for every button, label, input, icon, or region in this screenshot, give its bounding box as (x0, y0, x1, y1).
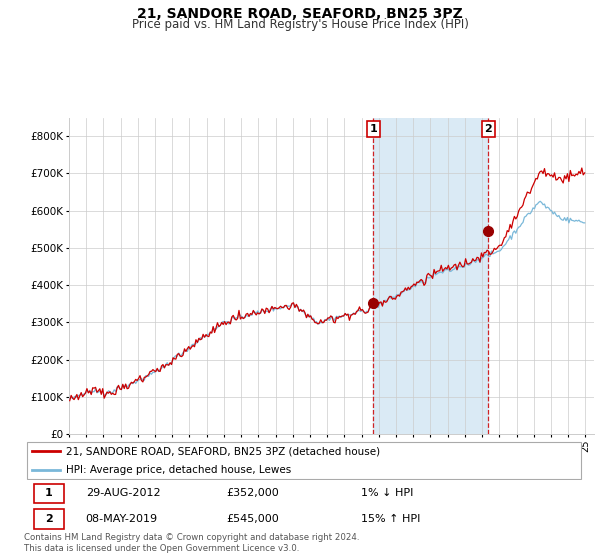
Text: HPI: Average price, detached house, Lewes: HPI: Average price, detached house, Lewe… (66, 465, 292, 474)
Text: 2: 2 (45, 514, 53, 524)
Text: 29-AUG-2012: 29-AUG-2012 (86, 488, 160, 498)
Text: 1: 1 (45, 488, 53, 498)
Text: Contains HM Land Registry data © Crown copyright and database right 2024.
This d: Contains HM Land Registry data © Crown c… (24, 533, 359, 553)
FancyBboxPatch shape (34, 509, 64, 529)
Text: 1: 1 (369, 124, 377, 134)
Text: 15% ↑ HPI: 15% ↑ HPI (361, 514, 420, 524)
Text: £352,000: £352,000 (226, 488, 279, 498)
Text: 21, SANDORE ROAD, SEAFORD, BN25 3PZ: 21, SANDORE ROAD, SEAFORD, BN25 3PZ (137, 7, 463, 21)
Text: £545,000: £545,000 (226, 514, 279, 524)
Text: Price paid vs. HM Land Registry's House Price Index (HPI): Price paid vs. HM Land Registry's House … (131, 18, 469, 31)
FancyBboxPatch shape (34, 484, 64, 503)
Text: 21, SANDORE ROAD, SEAFORD, BN25 3PZ (detached house): 21, SANDORE ROAD, SEAFORD, BN25 3PZ (det… (66, 446, 380, 456)
Text: 1% ↓ HPI: 1% ↓ HPI (361, 488, 413, 498)
FancyBboxPatch shape (27, 442, 581, 479)
Bar (373, 118, 488, 434)
Text: 08-MAY-2019: 08-MAY-2019 (86, 514, 158, 524)
Text: 2: 2 (484, 124, 492, 134)
